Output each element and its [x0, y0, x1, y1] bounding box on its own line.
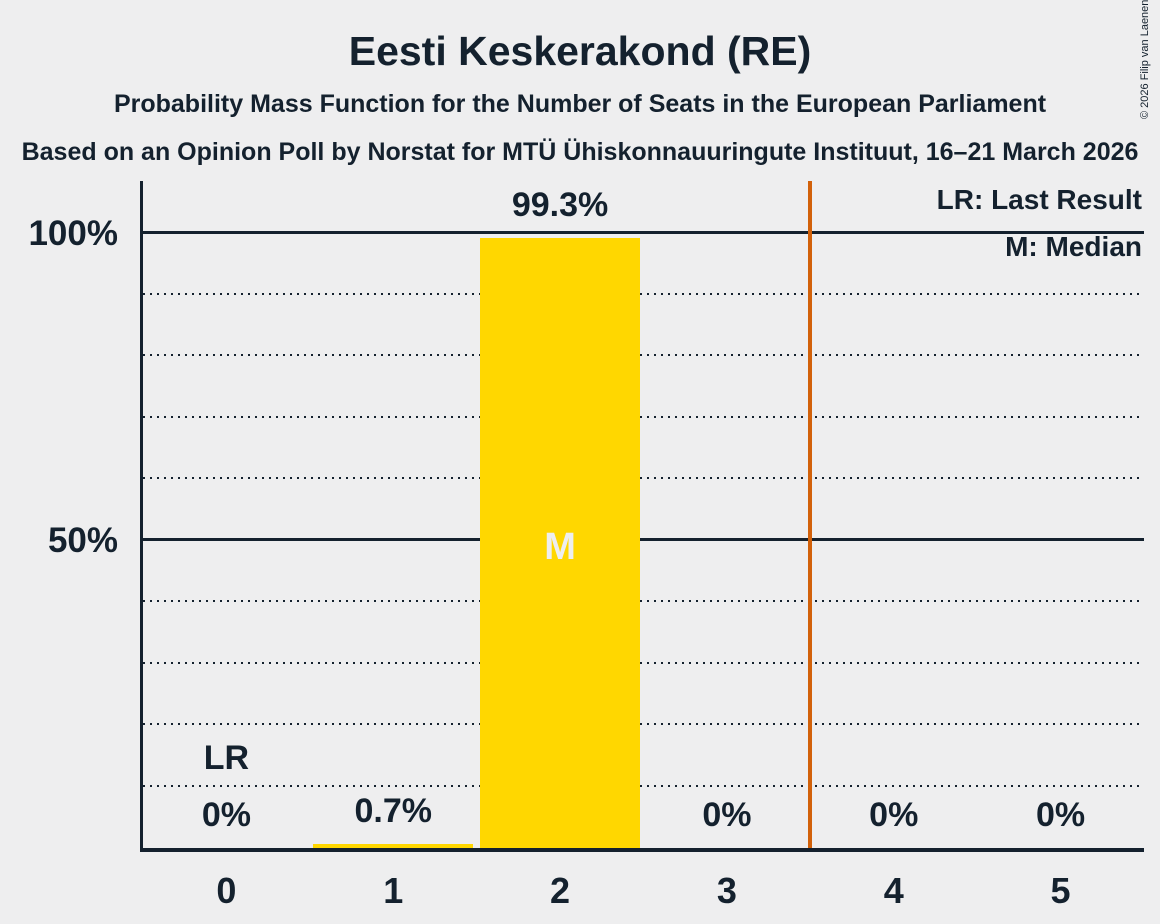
gridline-20pct — [143, 723, 1144, 726]
x-axis-label-0: 0 — [216, 870, 237, 911]
bar-value-label-seat-3: 0% — [702, 796, 752, 834]
gridline-80pct — [143, 354, 1144, 357]
bar-value-label-seat-4: 0% — [869, 796, 919, 834]
gridline-100pct — [143, 231, 1144, 234]
gridline-50pct — [143, 538, 1144, 541]
x-axis-label-2: 2 — [550, 870, 571, 911]
gridline-10pct — [143, 784, 1144, 787]
bar-value-label-seat-2: 99.3% — [511, 185, 609, 224]
last-result-marker: LR — [203, 739, 250, 777]
bar-seat-1 — [313, 843, 474, 848]
bar-seat-2 — [480, 237, 640, 848]
plot-area: LR: Last Result M: Median 0% 0.7% 99.3% 0% 0… — [140, 181, 1144, 852]
bar-value-label-seat-0: 0% — [201, 796, 251, 834]
copyright-text: © 2026 Filip van Laenen — [1139, 0, 1151, 119]
gridline-60pct — [143, 477, 1144, 480]
y-axis-label-100: 100% — [28, 213, 118, 253]
gridline-30pct — [143, 661, 1144, 664]
gridline-90pct — [143, 292, 1144, 295]
bar-value-label-seat-5: 0% — [1036, 796, 1086, 834]
chart-title: Eesti Keskerakond (RE) — [348, 28, 812, 74]
x-axis-label-5: 5 — [1050, 870, 1071, 911]
chart-subtitle: Probability Mass Function for the Number… — [113, 90, 1047, 118]
x-axis-label-4: 4 — [883, 870, 904, 911]
chart-source-line: Based on an Opinion Poll by Norstat for … — [21, 138, 1139, 166]
legend-last-result: LR: Last Result — [936, 184, 1142, 215]
gridline-40pct — [143, 600, 1144, 603]
median-marker: M — [544, 525, 576, 568]
last-result-line — [808, 181, 813, 848]
legend-median: M: Median — [1005, 231, 1142, 262]
bar-value-label-seat-1: 0.7% — [354, 791, 432, 830]
x-axis-label-1: 1 — [383, 870, 404, 911]
x-axis-label-3: 3 — [716, 870, 737, 911]
gridline-70pct — [143, 415, 1144, 418]
y-axis-label-50: 50% — [47, 520, 118, 560]
